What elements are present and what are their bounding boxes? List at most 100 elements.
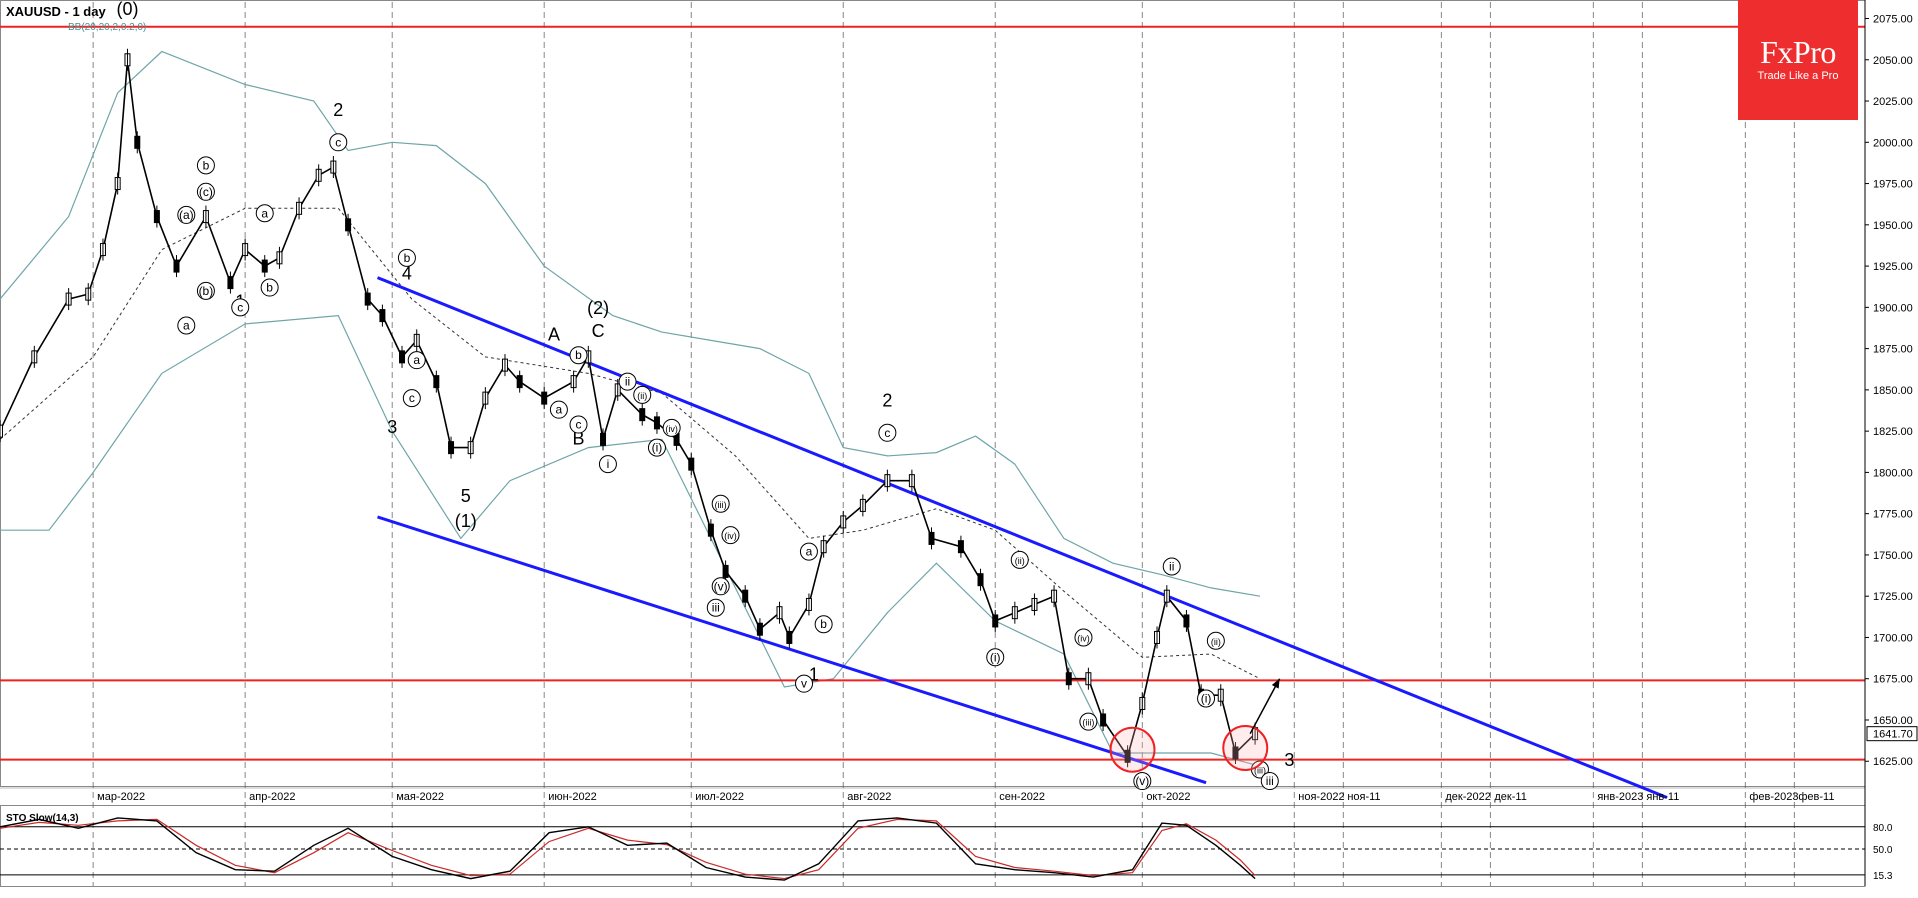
y-tick-label: 1625.00 bbox=[1873, 756, 1913, 768]
wave-circle bbox=[196, 156, 215, 175]
wave-circle bbox=[986, 648, 1005, 667]
circled-wave-label: b bbox=[820, 617, 827, 631]
wave-label: 2 bbox=[333, 100, 343, 120]
oscillator-level-label: 50.0 bbox=[1873, 845, 1893, 856]
logo-brand: FxPro bbox=[1760, 34, 1836, 70]
last-price-label: 1641.70 bbox=[1873, 729, 1913, 741]
x-tick-label: авг-2022 bbox=[847, 791, 891, 803]
x-tick-label: янв-11 bbox=[1646, 791, 1679, 803]
circled-wave-label: iii bbox=[1266, 774, 1274, 788]
wave-circle bbox=[795, 674, 814, 693]
circled-wave-label: (i) bbox=[652, 441, 663, 455]
wave-circle bbox=[1133, 772, 1152, 791]
circled-wave-label: (iii) bbox=[1254, 765, 1266, 775]
wave-label: 3 bbox=[1284, 750, 1294, 770]
wave-circle bbox=[1206, 631, 1225, 650]
stochastic-k-line bbox=[0, 817, 1256, 881]
wave-circle bbox=[598, 455, 617, 474]
y-tick-label: 1725.00 bbox=[1873, 591, 1913, 603]
wave-circle bbox=[711, 577, 730, 596]
wave-circle bbox=[569, 346, 588, 365]
x-tick-label: мая-2022 bbox=[396, 791, 444, 803]
x-tick-label: дек-2022 bbox=[1445, 791, 1490, 803]
highlight-circle bbox=[1109, 726, 1156, 773]
wave-label: (2) bbox=[587, 298, 609, 318]
wave-circle bbox=[1162, 557, 1181, 576]
wave-circle bbox=[814, 615, 833, 634]
wave-circle bbox=[1260, 772, 1279, 791]
y-tick-label: 1825.00 bbox=[1873, 426, 1913, 438]
x-tick-label: окт-2022 bbox=[1146, 791, 1190, 803]
wave-circle bbox=[260, 278, 279, 297]
price-candle bbox=[0, 424, 3, 438]
oscillator-title: STO Slow(14,3) bbox=[6, 813, 79, 824]
last-price-tag bbox=[1866, 726, 1918, 742]
wave-circle bbox=[1074, 628, 1093, 647]
circled-wave-label: b bbox=[203, 158, 210, 172]
wave-circle bbox=[618, 372, 637, 391]
wave-circle bbox=[549, 400, 568, 419]
wave-label: 2 bbox=[882, 390, 892, 410]
x-tick-label: апр-2022 bbox=[249, 791, 295, 803]
wave-circle bbox=[799, 542, 818, 561]
circled-wave-label: a bbox=[806, 545, 813, 559]
circled-wave-label: a bbox=[261, 206, 268, 220]
x-tick-label: ноя-11 bbox=[1347, 791, 1380, 803]
bb-lower-line bbox=[0, 314, 1261, 767]
circled-wave-label: a bbox=[413, 353, 420, 367]
circled-wave-label: (i) bbox=[990, 650, 1001, 664]
x-tick-label: янв-2023 bbox=[1597, 791, 1643, 803]
y-tick-label: 1925.00 bbox=[1873, 261, 1913, 273]
circled-wave-label: c bbox=[409, 391, 415, 405]
wave-circle bbox=[196, 182, 215, 201]
x-tick-label: мар-2022 bbox=[97, 791, 145, 803]
circled-wave-label: (ii) bbox=[1211, 637, 1221, 647]
circled-wave-label: (ii) bbox=[1015, 556, 1025, 566]
bb-indicator-label: BB(20,20,2,0.2,0) bbox=[68, 22, 147, 33]
y-tick-label: 1850.00 bbox=[1873, 385, 1913, 397]
wave-label: A bbox=[548, 324, 560, 344]
wave-circle bbox=[177, 316, 196, 335]
x-tick-label: июл-2022 bbox=[695, 791, 744, 803]
price-line bbox=[0, 59, 1256, 759]
circled-wave-label: (i) bbox=[1201, 692, 1212, 706]
wave-circle bbox=[706, 598, 725, 617]
wave-label: 1 bbox=[809, 664, 819, 684]
x-tick-label: ноя-2022 bbox=[1298, 791, 1344, 803]
circled-wave-label: c bbox=[237, 300, 243, 314]
circled-wave-label: (iii) bbox=[715, 500, 727, 510]
x-tick-label: июн-2022 bbox=[548, 791, 597, 803]
x-tick-label: дек-11 bbox=[1494, 791, 1526, 803]
bb-middle-line bbox=[0, 207, 1261, 680]
wave-label: 5 bbox=[461, 486, 471, 506]
wave-circle bbox=[878, 423, 897, 442]
wave-circle bbox=[177, 205, 196, 224]
plot-frame bbox=[0, 0, 1866, 787]
wave-circle bbox=[255, 204, 274, 223]
oscillator-level-label: 80.0 bbox=[1873, 823, 1893, 834]
wave-label: C bbox=[592, 321, 605, 341]
wave-circle bbox=[711, 494, 730, 513]
channel-line bbox=[377, 515, 1207, 785]
circled-wave-label: (iv) bbox=[1077, 633, 1090, 643]
bb-upper-line bbox=[0, 50, 1261, 597]
wave-circle bbox=[721, 526, 740, 545]
circled-wave-label: a bbox=[556, 403, 563, 417]
circled-wave-label: b bbox=[575, 348, 582, 362]
circled-wave-label: c bbox=[335, 135, 341, 149]
wave-circle bbox=[569, 415, 588, 434]
y-tick-label: 1875.00 bbox=[1873, 344, 1913, 356]
y-tick-label: 1900.00 bbox=[1873, 302, 1913, 314]
x-tick-label: фев-11 bbox=[1798, 791, 1834, 803]
wave-circle bbox=[647, 438, 666, 457]
projection-arrow-head bbox=[1271, 678, 1280, 689]
wave-circle bbox=[329, 133, 348, 152]
y-tick-label: 1975.00 bbox=[1873, 179, 1913, 191]
circled-wave-label: (iv) bbox=[724, 531, 737, 541]
circled-wave-label: b bbox=[404, 251, 411, 265]
wave-label: B bbox=[573, 428, 585, 448]
wave-label: 4 bbox=[402, 263, 412, 283]
circled-wave-label: (iii) bbox=[1082, 718, 1094, 728]
circled-wave-label: (ii) bbox=[637, 391, 647, 401]
x-tick-label: сен-2022 bbox=[999, 791, 1045, 803]
